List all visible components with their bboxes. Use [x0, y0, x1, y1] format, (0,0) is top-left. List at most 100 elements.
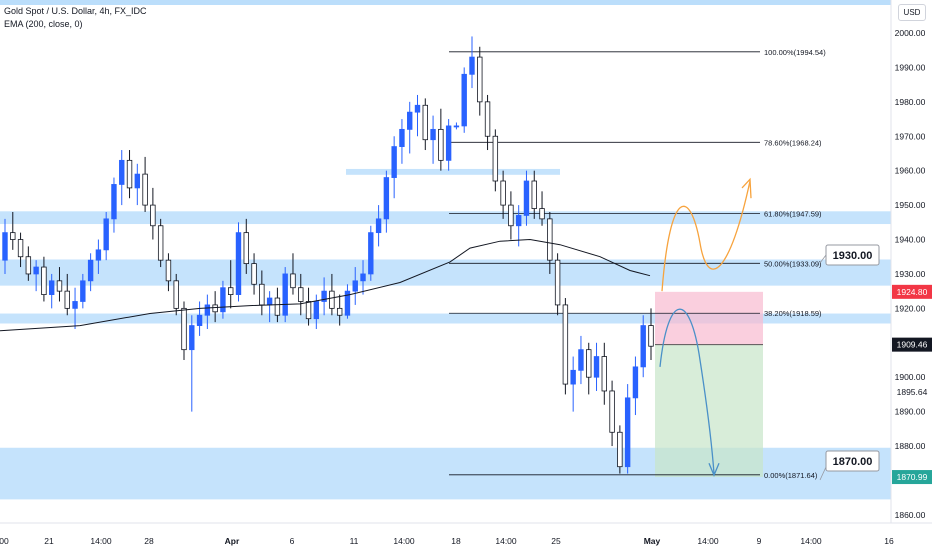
support-resistance-zones — [0, 168, 932, 500]
candle-body — [189, 325, 195, 351]
x-tick-label: 00 — [0, 536, 9, 546]
fib-level-label: 78.60%(1968.24) — [764, 138, 822, 147]
risk-zone — [655, 291, 763, 345]
candle-body — [72, 301, 78, 309]
y-tick-label: 1920.00 — [895, 303, 926, 313]
y-tick-label: 1890.00 — [895, 407, 926, 417]
candle-body — [103, 218, 109, 251]
candle-body — [243, 232, 249, 265]
price-axis[interactable]: 2000.00 1990.00 1980.00 1970.00 1960.00 1950.… — [890, 0, 932, 550]
ema-indicator-label[interactable]: EMA (200, close, 0) — [4, 19, 83, 29]
candle-body — [87, 259, 94, 282]
x-tick-label: 18 — [451, 536, 461, 546]
candle-body — [344, 290, 351, 316]
x-tick-label: 14:00 — [393, 536, 415, 546]
candle-body — [25, 256, 32, 275]
currency-button[interactable]: USD — [898, 4, 926, 21]
candle-body — [368, 232, 374, 275]
candle-body — [477, 56, 483, 103]
candle-body — [445, 125, 452, 161]
stop-price-label-bg — [892, 284, 932, 299]
candle-body — [531, 180, 537, 209]
current-price-label-bg — [892, 337, 932, 352]
target-price-label-bg — [892, 470, 932, 485]
candle-body — [134, 173, 141, 189]
candle-body — [375, 218, 382, 234]
candle-body — [484, 101, 491, 137]
price-label-1895-bg — [892, 385, 932, 400]
y-tick-label: 1880.00 — [895, 441, 926, 451]
y-tick-label: 1900.00 — [895, 372, 926, 382]
bullish-projection-arrow — [661, 180, 751, 292]
candle-body — [570, 369, 576, 385]
candle-body — [142, 173, 148, 206]
candle-body — [593, 356, 600, 378]
x-tick-label: Apr — [225, 536, 240, 546]
y-tick-label: 2000.00 — [895, 28, 926, 38]
time-axis[interactable]: 00 21 14:00 28 Apr 6 11 14:00 18 14:00 25 May 14:00 9… — [0, 522, 932, 550]
callout-pointer — [819, 466, 827, 481]
candle-body — [305, 301, 312, 320]
candle-body — [469, 56, 475, 75]
candle-body — [329, 290, 335, 309]
reward-zone — [655, 344, 763, 478]
candle-body — [95, 249, 102, 261]
x-tick-label: 14:00 — [800, 536, 822, 546]
candle-body — [2, 232, 8, 261]
callout-text: 1930.00 — [833, 250, 873, 262]
short-position-tool[interactable] — [655, 291, 763, 478]
bullish-arrowhead — [741, 177, 752, 199]
candle-body — [586, 349, 592, 378]
candle-body — [515, 215, 522, 227]
candle-body — [648, 325, 654, 347]
candle-body — [17, 239, 24, 258]
candle-body — [212, 304, 218, 313]
time-axis-bg — [0, 523, 932, 550]
y-tick-label: 1930.00 — [895, 269, 926, 279]
candle-body — [313, 301, 320, 320]
x-tick-label: 16 — [884, 536, 894, 546]
candle-body — [274, 297, 281, 316]
candle-body — [438, 128, 444, 161]
target-price-label: 1870.99 — [897, 472, 928, 482]
x-tick-label: 28 — [144, 536, 154, 546]
candle-body — [500, 180, 506, 206]
candle-body — [204, 304, 211, 316]
price-callouts[interactable]: 1930.00 1870.00 — [819, 244, 880, 481]
y-tick-label: 1860.00 — [895, 510, 926, 520]
y-tick-label: 1980.00 — [895, 97, 926, 107]
candle-body — [547, 218, 553, 261]
candle-body — [414, 104, 421, 113]
candle-body — [624, 397, 631, 468]
candle-body — [360, 273, 366, 282]
top-zone — [0, 0, 932, 5]
candle-body — [150, 204, 156, 227]
candle-body — [173, 280, 179, 309]
candle-body — [640, 325, 646, 368]
candle-body — [165, 259, 172, 282]
candle-body — [554, 259, 561, 306]
candle-body — [601, 356, 608, 392]
price-label-1895: 1895.64 — [897, 387, 928, 397]
fibonacci-retracement[interactable]: 100.00%(1994.54) 78.60%(1968.24) 61.80%(19… — [449, 48, 826, 480]
candle-body — [508, 204, 514, 227]
candle-body — [282, 273, 288, 316]
fib-level-label: 38.20%(1918.59) — [764, 309, 822, 318]
candle-body — [48, 280, 55, 295]
ema-line — [0, 238, 651, 332]
candle-body — [220, 287, 226, 313]
y-tick-label: 1990.00 — [895, 62, 926, 72]
x-tick-label: 21 — [44, 536, 54, 546]
candle-body — [562, 304, 569, 385]
y-tick-label: 1940.00 — [895, 235, 926, 245]
candle-body — [157, 225, 164, 261]
fib-level-label: 100.00%(1994.54) — [764, 48, 826, 57]
candle-body — [290, 273, 296, 289]
candle-body — [56, 280, 63, 292]
candle-body — [632, 366, 639, 399]
candle-body — [407, 111, 413, 130]
candle-body — [259, 283, 265, 306]
x-tick-label: 14:00 — [697, 536, 719, 546]
callout-pointer — [819, 254, 827, 264]
